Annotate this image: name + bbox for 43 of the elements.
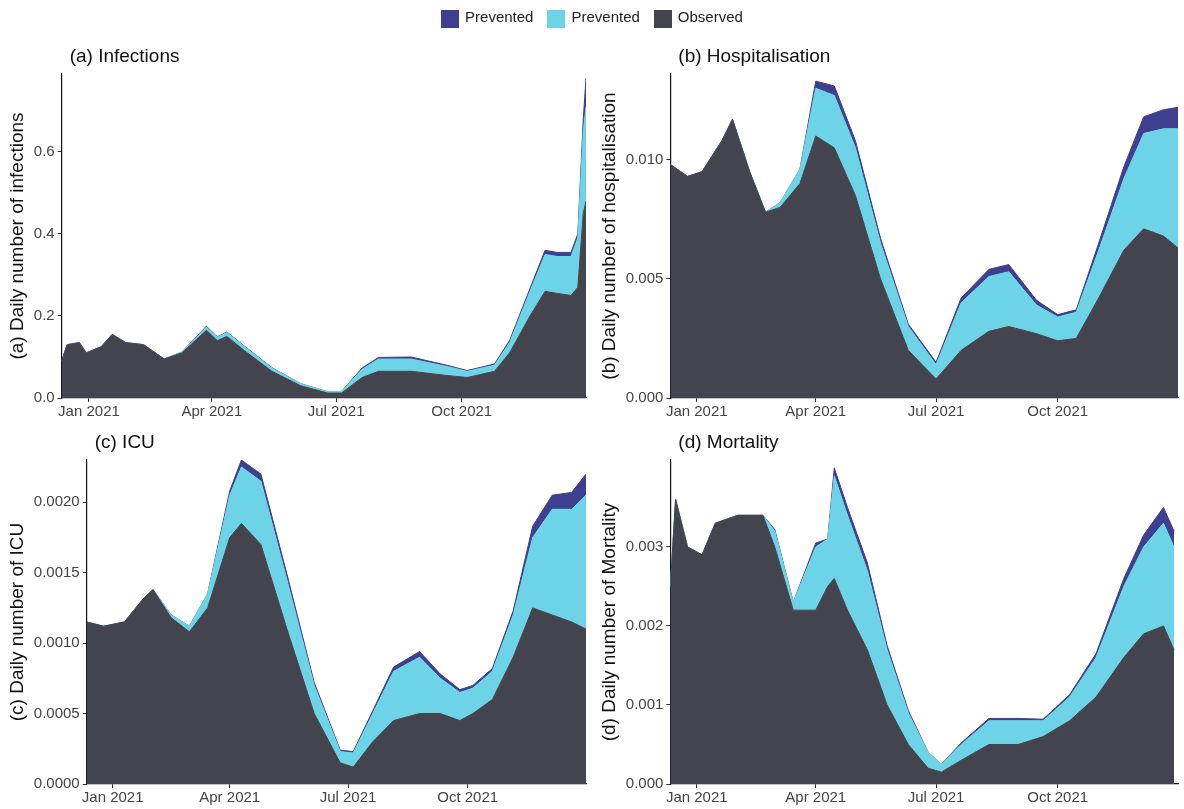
y-tick-label: 0.4 bbox=[33, 224, 55, 242]
y-tick-label: 0.000 bbox=[625, 774, 664, 792]
y-axis-title: (d) Daily number of Mortality bbox=[597, 502, 619, 742]
x-tick-label: Jul 2021 bbox=[907, 402, 965, 420]
x-tick-label: Jan 2021 bbox=[665, 788, 728, 806]
chart-title: (b) Hospitalisation bbox=[678, 45, 831, 66]
x-tick-label: Oct 2021 bbox=[437, 788, 499, 806]
y-tick-label: 0.0010 bbox=[33, 633, 80, 651]
legend-label: Prevented bbox=[570, 8, 640, 28]
y-tick-label: 0.005 bbox=[625, 269, 664, 287]
x-tick-label: Jul 2021 bbox=[319, 788, 377, 806]
legend-label: Prevented bbox=[464, 8, 534, 28]
y-tick-label: 0.001 bbox=[625, 695, 664, 713]
y-tick-label: 0.000 bbox=[625, 388, 664, 406]
x-tick-label: Jan 2021 bbox=[81, 788, 144, 806]
y-tick-label: 0.0005 bbox=[33, 703, 80, 721]
y-axis-title: (b) Daily number of hospitalisation bbox=[597, 92, 619, 380]
x-tick-label: Oct 2021 bbox=[1027, 788, 1089, 806]
legend-label: Observed bbox=[676, 8, 743, 28]
y-tick-label: 0.010 bbox=[625, 149, 664, 167]
y-tick-label: 0.0015 bbox=[33, 562, 80, 580]
x-tick-label: Jan 2021 bbox=[58, 402, 120, 420]
x-tick-label: Oct 2021 bbox=[431, 402, 493, 420]
x-tick-label: Jan 2021 bbox=[665, 402, 728, 420]
chart-title: (d) Mortality bbox=[678, 431, 780, 452]
y-tick-label: 0.003 bbox=[625, 537, 664, 555]
x-tick-label: Oct 2021 bbox=[1027, 402, 1089, 420]
y-tick-label: 0.0020 bbox=[33, 492, 80, 510]
x-tick-label: Jul 2021 bbox=[307, 402, 365, 420]
y-tick-label: 0.0 bbox=[33, 388, 55, 406]
y-axis-title: (a) Daily number of infections bbox=[5, 112, 27, 360]
y-tick-label: 0.6 bbox=[33, 142, 55, 160]
y-tick-label: 0.002 bbox=[625, 616, 664, 634]
x-tick-label: Apr 2021 bbox=[785, 402, 847, 420]
chart-title: (c) ICU bbox=[94, 431, 155, 452]
x-tick-label: Jul 2021 bbox=[907, 788, 965, 806]
chart-title: (a) Infections bbox=[69, 45, 180, 66]
y-tick-label: 0.0000 bbox=[33, 774, 80, 792]
x-tick-label: Apr 2021 bbox=[785, 788, 847, 806]
x-tick-label: Apr 2021 bbox=[181, 402, 243, 420]
y-axis-title: (c) Daily number of ICU bbox=[5, 522, 27, 722]
y-tick-label: 0.2 bbox=[33, 306, 55, 324]
x-tick-label: Apr 2021 bbox=[199, 788, 261, 806]
